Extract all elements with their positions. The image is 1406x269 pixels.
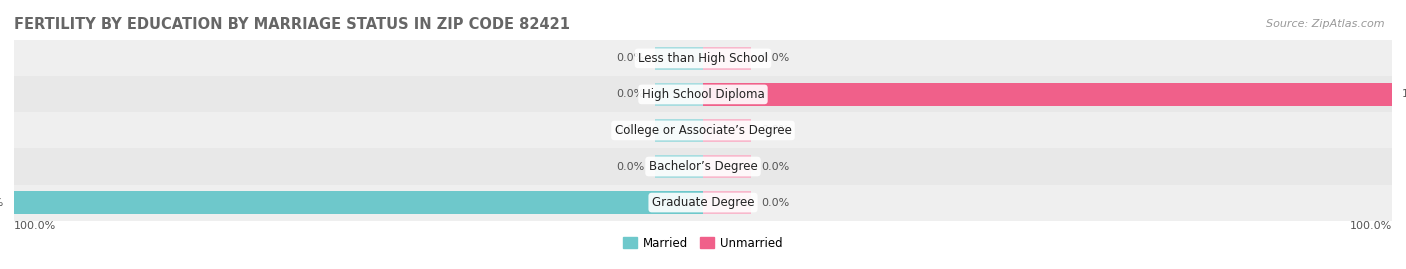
Text: 0.0%: 0.0% [616, 53, 644, 63]
Bar [703, 155, 751, 178]
Bar [14, 40, 1392, 76]
Bar [703, 119, 751, 142]
Text: High School Diploma: High School Diploma [641, 88, 765, 101]
Bar [655, 119, 703, 142]
Bar [14, 112, 1392, 148]
Bar [703, 191, 751, 214]
Text: Bachelor’s Degree: Bachelor’s Degree [648, 160, 758, 173]
Text: 0.0%: 0.0% [762, 53, 790, 63]
Text: FERTILITY BY EDUCATION BY MARRIAGE STATUS IN ZIP CODE 82421: FERTILITY BY EDUCATION BY MARRIAGE STATU… [14, 17, 569, 32]
Text: Less than High School: Less than High School [638, 52, 768, 65]
Text: Graduate Degree: Graduate Degree [652, 196, 754, 209]
Bar [655, 155, 703, 178]
Text: Source: ZipAtlas.com: Source: ZipAtlas.com [1267, 19, 1385, 29]
Bar [14, 185, 1392, 221]
Legend: Married, Unmarried: Married, Unmarried [619, 232, 787, 254]
Bar [655, 47, 703, 70]
Text: College or Associate’s Degree: College or Associate’s Degree [614, 124, 792, 137]
Bar [703, 83, 1392, 106]
Bar [14, 191, 703, 214]
Text: 0.0%: 0.0% [762, 161, 790, 172]
Bar [655, 83, 703, 106]
Bar [14, 148, 1392, 185]
Text: 0.0%: 0.0% [616, 125, 644, 136]
Text: 100.0%: 100.0% [1402, 89, 1406, 100]
Text: 100.0%: 100.0% [0, 197, 4, 208]
Bar [14, 76, 1392, 112]
Text: 100.0%: 100.0% [14, 221, 56, 231]
Text: 0.0%: 0.0% [616, 161, 644, 172]
Text: 0.0%: 0.0% [616, 89, 644, 100]
Text: 100.0%: 100.0% [1350, 221, 1392, 231]
Text: 0.0%: 0.0% [762, 197, 790, 208]
Text: 0.0%: 0.0% [762, 125, 790, 136]
Bar [703, 47, 751, 70]
